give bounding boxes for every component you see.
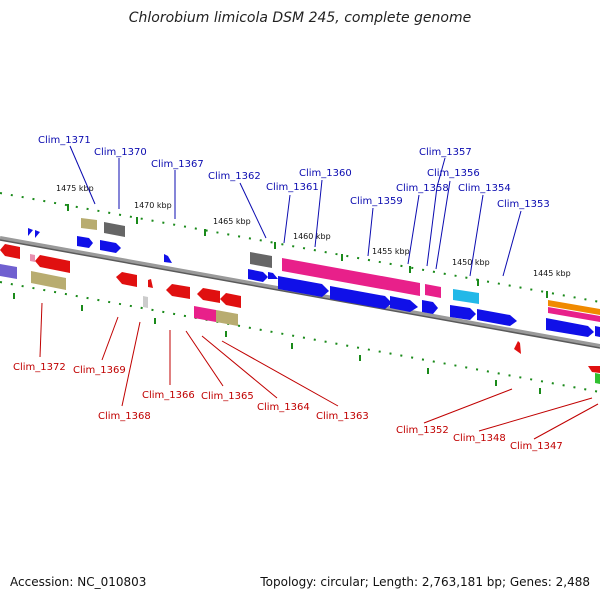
- gene-clim-1366[interactable]: [166, 284, 190, 299]
- forward-genes: [28, 218, 600, 337]
- gene-fwd-blue[interactable]: [477, 309, 517, 326]
- gene-label[interactable]: Clim_1348: [453, 433, 506, 444]
- gene-label[interactable]: Clim_1352: [396, 425, 449, 436]
- gene-label[interactable]: Clim_1370: [94, 147, 147, 158]
- gene-fwd-small[interactable]: [164, 254, 172, 263]
- gene-clim-1354[interactable]: [453, 289, 479, 304]
- gene-label[interactable]: Clim_1362: [208, 171, 261, 182]
- gene-label[interactable]: Clim_1369: [73, 365, 126, 376]
- topology-text: Topology: circular; Length: 2,763,181 bp…: [260, 575, 590, 589]
- gene-clim-1347[interactable]: [595, 373, 600, 384]
- gene-label[interactable]: Clim_1371: [38, 135, 91, 146]
- backbone-shadow: [0, 239, 600, 349]
- gene-clim-1370[interactable]: [104, 222, 125, 237]
- gene-rev-purple[interactable]: [0, 264, 17, 279]
- gene-label[interactable]: Clim_1372: [13, 362, 66, 373]
- gene-rev-red[interactable]: [0, 244, 20, 259]
- reverse-genes: [0, 244, 600, 384]
- gene-fwd-blue-long[interactable]: [278, 276, 329, 297]
- gene-fwd-blue-long[interactable]: [330, 286, 392, 309]
- gene-clim-1363[interactable]: [194, 306, 216, 322]
- gene-fwd-pink[interactable]: [548, 307, 600, 322]
- gene-fwd-small[interactable]: [35, 230, 40, 238]
- gene-rev-red[interactable]: [35, 255, 70, 273]
- gene-label[interactable]: Clim_1357: [419, 147, 472, 158]
- gene-label[interactable]: Clim_1365: [201, 391, 254, 402]
- gene-clim-1365[interactable]: [197, 288, 220, 303]
- gene-label[interactable]: Clim_1359: [350, 196, 403, 207]
- gene-clim-1369[interactable]: [116, 272, 137, 287]
- gene-rev-small[interactable]: [588, 366, 600, 373]
- gene-label[interactable]: Clim_1368: [98, 411, 151, 422]
- kbp-label: 1475 kbp: [56, 184, 94, 193]
- gene-fwd-blue[interactable]: [390, 296, 418, 312]
- kbp-label: 1450 kbp: [452, 258, 490, 267]
- kbp-label: 1460 kbp: [293, 232, 331, 241]
- gene-rev-small[interactable]: [148, 279, 153, 288]
- map-title: Chlorobium limicola DSM 245, complete ge…: [128, 10, 472, 26]
- gene-clim-1364[interactable]: [220, 293, 241, 308]
- gene-fwd-blue[interactable]: [422, 300, 438, 314]
- major-ticks: [13, 204, 548, 394]
- gene-rev-olive[interactable]: [216, 310, 238, 326]
- gene-fwd-blue[interactable]: [100, 240, 121, 253]
- gene-label[interactable]: Clim_1354: [458, 183, 511, 194]
- bottom-gene-labels: Clim_1372 Clim_1369 Clim_1368 Clim_1366 …: [13, 362, 563, 452]
- gene-label[interactable]: Clim_1363: [316, 411, 369, 422]
- gene-clim-1356[interactable]: [425, 284, 441, 298]
- gene-clim-1368[interactable]: [143, 296, 148, 308]
- gene-label[interactable]: Clim_1364: [257, 402, 310, 413]
- gene-fwd-small[interactable]: [28, 228, 33, 236]
- gene-fwd-blue[interactable]: [77, 236, 93, 248]
- gene-label[interactable]: Clim_1366: [142, 390, 195, 401]
- bottom-leader-lines: [39, 302, 599, 440]
- gene-label[interactable]: Clim_1356: [427, 168, 480, 179]
- gene-label[interactable]: Clim_1347: [510, 441, 563, 452]
- gene-fwd-small[interactable]: [268, 272, 278, 279]
- gene-clim-1352[interactable]: [514, 341, 521, 354]
- gene-fwd-blue[interactable]: [546, 318, 594, 337]
- kbp-label: 1445 kbp: [533, 269, 571, 278]
- gene-clim-1372[interactable]: [31, 271, 66, 290]
- kbp-label: 1470 kbp: [134, 201, 172, 210]
- accession-text: Accession: NC_010803: [10, 575, 147, 589]
- gene-clim-1371[interactable]: [81, 218, 97, 230]
- gene-label[interactable]: Clim_1358: [396, 183, 449, 194]
- gene-fwd-blue[interactable]: [450, 305, 476, 320]
- gene-fwd-blue[interactable]: [248, 269, 268, 282]
- gene-label[interactable]: Clim_1367: [151, 159, 204, 170]
- gene-clim-1362[interactable]: [250, 252, 272, 268]
- gene-label[interactable]: Clim_1353: [497, 199, 550, 210]
- gene-rev-lightpink[interactable]: [30, 254, 35, 262]
- gene-label[interactable]: Clim_1360: [299, 168, 352, 179]
- gene-label[interactable]: Clim_1361: [266, 182, 319, 193]
- gene-fwd-orange[interactable]: [548, 300, 600, 315]
- kbp-label: 1465 kbp: [213, 217, 251, 226]
- gene-fwd-small[interactable]: [595, 326, 600, 337]
- kbp-label: 1455 kbp: [372, 247, 410, 256]
- top-gene-labels: Clim_1371 Clim_1370 Clim_1367 Clim_1362 …: [38, 135, 550, 210]
- top-leader-lines: [69, 145, 522, 277]
- gene-clim-1360[interactable]: [282, 258, 420, 296]
